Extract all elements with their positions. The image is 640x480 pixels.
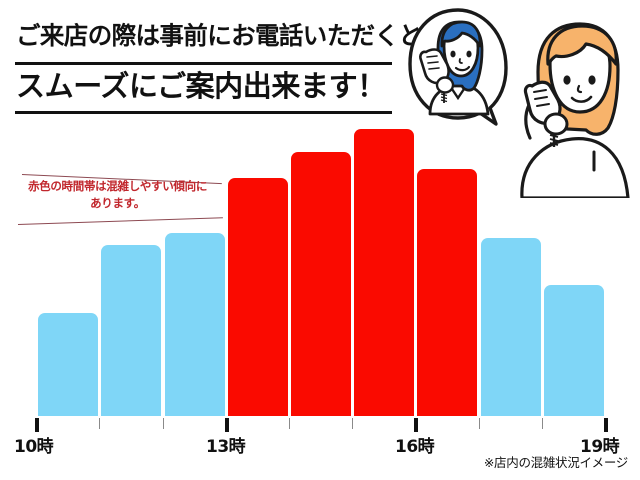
bar-1 bbox=[38, 313, 98, 416]
phone-illustration bbox=[404, 2, 640, 198]
axis-label-1: 10時 bbox=[14, 437, 54, 457]
axis-label-4: 19時 bbox=[580, 437, 620, 457]
bar-3 bbox=[165, 233, 225, 416]
bar-6 bbox=[354, 129, 414, 416]
axis-label-3: 16時 bbox=[395, 437, 435, 457]
axis-tick-minor-3 bbox=[163, 418, 164, 429]
headline-line-2: スムーズにご案内出来ます！ bbox=[16, 69, 386, 103]
bar-4 bbox=[228, 178, 288, 416]
axis-tick-minor-8 bbox=[479, 418, 480, 429]
speech-bubble-staff bbox=[408, 8, 508, 126]
axis-tick-minor-5 bbox=[289, 418, 290, 429]
headline-line-1: ご来店の際は事前にお電話いただくと bbox=[16, 21, 423, 50]
bar-9 bbox=[544, 285, 604, 416]
axis-tick-major-4 bbox=[225, 418, 229, 432]
main-person-customer bbox=[520, 22, 630, 198]
axis-tick-minor-9 bbox=[542, 418, 543, 429]
bar-2 bbox=[101, 245, 161, 416]
axis-tick-major-7 bbox=[414, 418, 418, 432]
axis-tick-major-1 bbox=[35, 418, 39, 432]
axis-tick-minor-2 bbox=[99, 418, 100, 429]
annotation-text: 赤色の時間帯は混雑しやすい傾向に あります。 bbox=[27, 179, 208, 210]
headline-divider-top bbox=[15, 62, 392, 65]
headline-divider-bottom bbox=[15, 111, 392, 114]
footer-note: ※店内の混雑状況イメージ bbox=[483, 455, 628, 470]
axis-tick-minor-6 bbox=[352, 418, 353, 429]
bar-5 bbox=[291, 152, 351, 416]
axis-tick-major-10 bbox=[604, 418, 608, 432]
bar-7 bbox=[417, 169, 477, 416]
axis-label-2: 13時 bbox=[206, 437, 246, 457]
bar-8 bbox=[481, 238, 541, 416]
